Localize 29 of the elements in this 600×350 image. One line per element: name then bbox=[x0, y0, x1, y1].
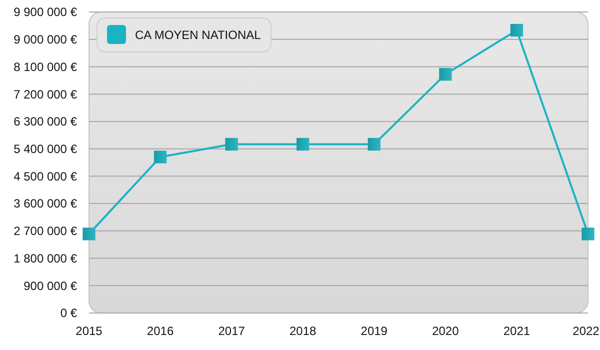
point bbox=[582, 228, 594, 240]
y-tick-label: 3 600 000 € bbox=[14, 196, 78, 211]
point bbox=[296, 138, 310, 151]
x-tick-label: 2020 bbox=[432, 324, 460, 338]
y-tick-label: 2 700 000 € bbox=[14, 224, 78, 238]
x-tick-label: 2017 bbox=[218, 324, 246, 338]
point bbox=[154, 150, 167, 164]
y-tick-label: 7 200 000 € bbox=[14, 87, 78, 102]
x-tick-label: 2019 bbox=[360, 324, 388, 338]
x-tick-label: 2016 bbox=[146, 324, 174, 338]
y-tick-label: 1 800 000 € bbox=[14, 251, 78, 266]
point bbox=[510, 24, 524, 37]
y-tick-label: 0 € bbox=[60, 306, 78, 320]
x-tick-label: 2021 bbox=[503, 324, 530, 338]
y-tick-label: 900 000 € bbox=[24, 278, 78, 293]
y-tick-label: 4 500 000 € bbox=[14, 169, 78, 184]
y-tick-label: 9 900 000 € bbox=[14, 5, 78, 20]
x-tick-label: 2015 bbox=[76, 324, 103, 338]
y-tick-label: 8 100 000 € bbox=[14, 60, 78, 74]
x-tick-label: 2022 bbox=[572, 324, 600, 338]
point bbox=[82, 228, 96, 240]
y-tick-label: 6 300 000 € bbox=[14, 114, 78, 129]
y-tick-label: 5 400 000 € bbox=[14, 142, 78, 156]
point bbox=[368, 138, 380, 151]
y-tick-label: 9 000 000 € bbox=[14, 32, 78, 47]
point bbox=[225, 138, 238, 151]
point bbox=[439, 68, 452, 81]
legend-label: CA MOYEN NATIONAL bbox=[135, 28, 262, 42]
x-tick-label: 2018 bbox=[290, 324, 317, 338]
